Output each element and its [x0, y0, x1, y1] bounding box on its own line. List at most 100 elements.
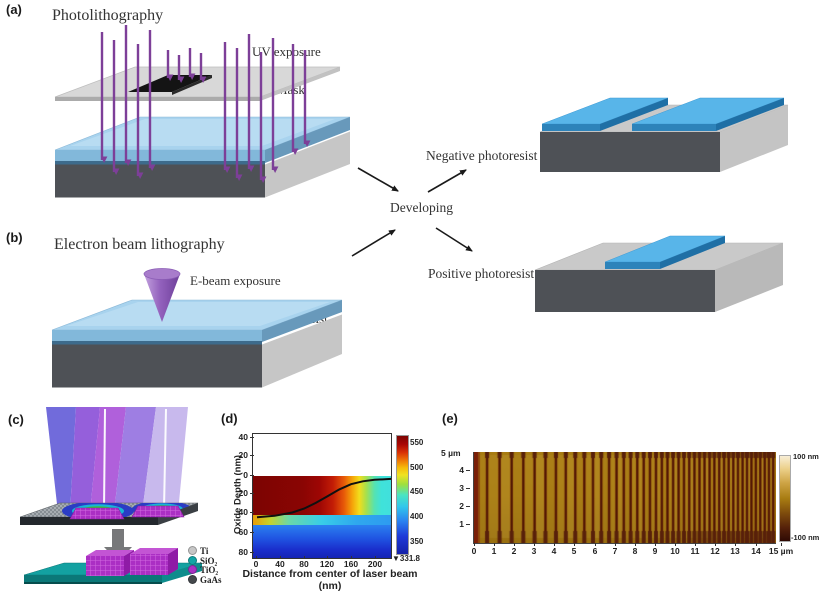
e-xtick: 9 — [645, 543, 665, 556]
photoresist-result-blocks — [534, 97, 789, 312]
arrow-developing-to-negative — [427, 169, 467, 193]
d-xtick: 40 — [269, 556, 291, 569]
ebeam-exposure-label: E-beam exposure — [190, 273, 281, 288]
panel-a-label: (a) — [6, 2, 22, 17]
e-xtick: 8 — [625, 543, 645, 556]
mask-plate — [54, 66, 341, 101]
d-cbar-tick: 500 — [410, 463, 424, 472]
e-cbar-min: -100 nm — [791, 533, 820, 542]
ebeam-cone — [143, 268, 181, 322]
laser-beams — [46, 407, 188, 513]
d-ytick: 20 — [226, 450, 254, 460]
ebeam-lithography-illustration — [51, 268, 343, 388]
e-xtick: 14 — [746, 543, 766, 556]
tio2-block-2 — [130, 554, 168, 575]
developing-label: Developing — [390, 200, 453, 215]
e-xtick: 7 — [605, 543, 625, 556]
panel-c-label: (c) — [8, 412, 24, 427]
d-ytick: 20 — [226, 488, 254, 498]
tio2-structure-2 — [131, 505, 185, 518]
e-xtick: 12 — [705, 543, 725, 556]
oxide-depth-heatmap — [252, 433, 392, 559]
legend-item-sio2: SiO₂ — [188, 552, 217, 566]
result-slab — [23, 548, 203, 584]
e-xtick: 10 — [665, 543, 685, 556]
e-xtick: 13 — [725, 543, 745, 556]
panel-b-label: (b) — [6, 230, 23, 245]
d-xtick: 120 — [316, 556, 338, 569]
uv-exposure-label: UV exposure — [252, 44, 321, 59]
arrow-developing-to-positive — [435, 227, 473, 252]
e-xtick: 6 — [585, 543, 605, 556]
e-xtick: 1 — [484, 543, 504, 556]
tio2-block-2-top — [130, 548, 178, 554]
tio2-block-1 — [86, 556, 124, 576]
e-xtick: 0 — [464, 543, 484, 556]
legend-item-tio2: TiO₂ — [188, 561, 218, 575]
photoresist-block-b — [51, 299, 343, 388]
d-ytick: 40 — [226, 432, 254, 442]
e-xtick: 5 — [564, 543, 584, 556]
laser-oxidation-illustration — [19, 407, 203, 584]
developing-arrows — [351, 167, 473, 257]
e-xtick: 2 — [504, 543, 524, 556]
d-ytick: 40 — [226, 507, 254, 517]
d-cbar-tick: 400 — [410, 512, 424, 521]
photolithography-illustration — [54, 25, 351, 198]
negative-photoresist-label: Negative photoresist — [426, 148, 538, 163]
e-colorbar — [779, 455, 791, 542]
legend-item-gaas: GaAs — [188, 571, 222, 585]
e-ytick: 3 — [450, 483, 470, 493]
panel-d-label: (d) — [221, 411, 238, 426]
negative-result-block — [539, 97, 789, 172]
d-xtick: 80 — [293, 556, 315, 569]
panel-b-title: Electron beam lithography — [54, 236, 225, 253]
photoresist-block-a — [54, 116, 351, 198]
e-xtick: 3 — [524, 543, 544, 556]
ti-color-dot — [188, 546, 197, 556]
heatmap-substrate-region — [253, 525, 391, 558]
d-xlabel: Distance from center of laser beam (nm) — [242, 568, 418, 592]
ti-label: Ti — [200, 545, 209, 556]
d-cbar-tick: 350 — [410, 537, 424, 546]
arrow-b-to-developing — [351, 229, 396, 257]
beam-line-1 — [103, 408, 106, 512]
sio2-color-dot — [188, 556, 197, 566]
tio2-structure-1 — [69, 507, 125, 520]
e-ytick: 2 — [450, 501, 470, 511]
e-xtick: 11 — [685, 543, 705, 556]
e-ytick: 1 — [450, 519, 470, 529]
panel-e-label: (e) — [442, 411, 458, 426]
d-cbar-tick: 550 — [410, 438, 424, 447]
oxide-boundary-curve — [256, 477, 391, 519]
d-ytick: 60 — [226, 527, 254, 537]
heatmap-oxide-region — [253, 476, 391, 515]
e-ylabel-top: 5 µm — [441, 448, 461, 458]
d-colorbar — [396, 435, 409, 555]
d-cbar-tick: 450 — [410, 487, 424, 496]
d-xtick: 0 — [245, 556, 267, 569]
e-xtick: 4 — [544, 543, 564, 556]
d-cbar-min-marker: ▼331.8 — [392, 554, 420, 563]
tio2-block-1-top — [86, 550, 134, 556]
sio2-label: SiO₂ — [200, 555, 218, 566]
arrow-a-to-developing — [357, 167, 399, 192]
uv-arrows — [100, 25, 311, 183]
positive-photoresist-label: Positive photoresist — [428, 266, 535, 281]
tio2-label: TiO₂ — [200, 564, 219, 575]
heatmap-transition-band — [253, 515, 391, 525]
d-xtick: 160 — [340, 556, 362, 569]
legend-item-ti: Ti — [188, 542, 208, 556]
gaas-substrate — [19, 502, 199, 525]
d-ytick: 80 — [226, 547, 254, 557]
beam-line-2 — [163, 408, 167, 510]
d-ytick: 0 — [226, 470, 254, 480]
gaas-color-dot — [188, 575, 197, 585]
positive-result-block — [534, 235, 784, 312]
d-xtick: 200 — [364, 556, 386, 569]
gaas-label: GaAs — [200, 574, 222, 585]
e-ytick: 4 — [450, 465, 470, 475]
e-cbar-max: 100 nm — [793, 452, 819, 461]
afm-topography-image — [473, 452, 776, 544]
